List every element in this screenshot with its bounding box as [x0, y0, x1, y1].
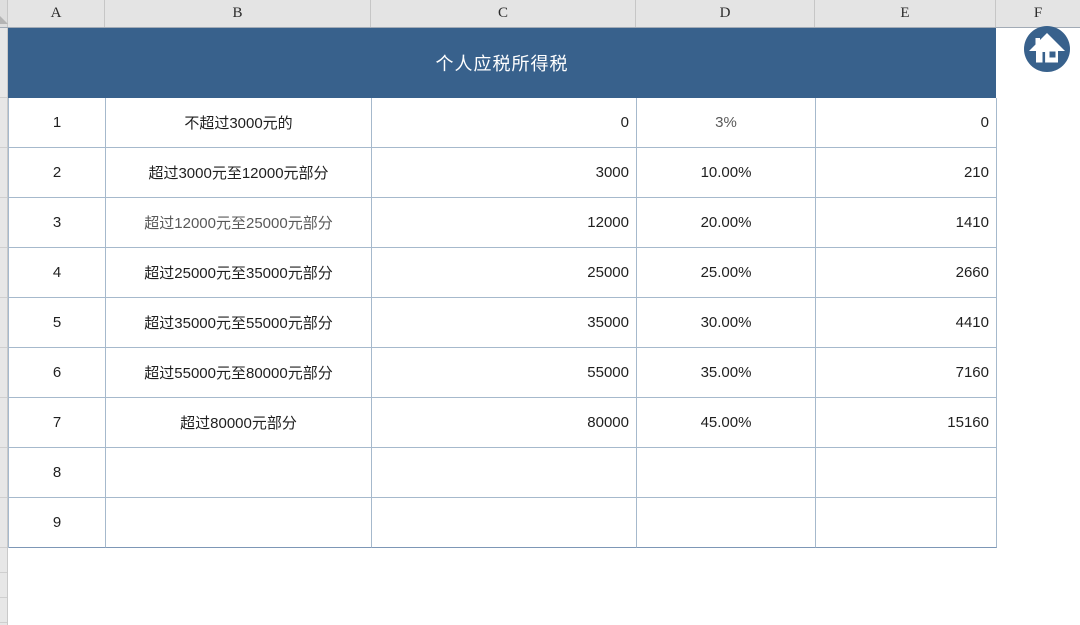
sheet-title: 个人应税所得税: [435, 54, 569, 74]
row-number-cell[interactable]: 5: [9, 298, 106, 348]
rate-cell[interactable]: 10.00%: [637, 148, 816, 198]
table-row: 4 超过25000元至35000元部分 25000 25.00% 2660: [9, 248, 997, 298]
rate-cell[interactable]: 20.00%: [637, 198, 816, 248]
table-row: 2 超过3000元至12000元部分 3000 10.00% 210: [9, 148, 997, 198]
deduction-cell[interactable]: 7160: [816, 348, 997, 398]
column-header-c[interactable]: C: [371, 0, 636, 27]
tax-bracket-table: 1 不超过3000元的 0 3% 0 2 超过3000元至12000元部分 30…: [8, 98, 997, 548]
threshold-cell[interactable]: 35000: [372, 298, 637, 348]
column-header-f[interactable]: F: [1033, 5, 1043, 21]
bracket-label-cell[interactable]: [106, 448, 372, 498]
bracket-label-cell[interactable]: 超过35000元至55000元部分: [106, 298, 372, 348]
column-header-b[interactable]: B: [105, 0, 371, 27]
select-all-triangle-icon: [0, 16, 8, 24]
rate-cell[interactable]: 25.00%: [637, 248, 816, 298]
threshold-cell[interactable]: [372, 498, 637, 548]
bracket-label-cell[interactable]: 超过80000元部分: [106, 398, 372, 448]
table-row: 7 超过80000元部分 80000 45.00% 15160: [9, 398, 997, 448]
bracket-label-cell[interactable]: [106, 498, 372, 548]
row-number-cell[interactable]: 7: [9, 398, 106, 448]
threshold-cell[interactable]: 55000: [372, 348, 637, 398]
deduction-cell[interactable]: [816, 448, 997, 498]
deduction-cell[interactable]: 2660: [816, 248, 997, 298]
table-row: 1 不超过3000元的 0 3% 0: [9, 98, 997, 148]
bracket-label-cell[interactable]: 不超过3000元的: [106, 98, 372, 148]
home-button[interactable]: [1023, 25, 1071, 73]
threshold-cell[interactable]: 80000: [372, 398, 637, 448]
table-row: 9: [9, 498, 997, 548]
threshold-cell[interactable]: 25000: [372, 248, 637, 298]
table-row: 8: [9, 448, 997, 498]
row-number-cell[interactable]: 2: [9, 148, 106, 198]
row-number-cell[interactable]: 4: [9, 248, 106, 298]
home-icon: [1024, 26, 1070, 72]
row-number-cell[interactable]: 9: [9, 498, 106, 548]
deduction-cell[interactable]: 15160: [816, 398, 997, 448]
threshold-cell[interactable]: [372, 448, 637, 498]
bracket-label-cell[interactable]: 超过12000元至25000元部分: [106, 198, 372, 248]
row-number-cell[interactable]: 3: [9, 198, 106, 248]
title-banner-cell[interactable]: 个人应税所得税: [8, 28, 996, 98]
row-number-cell[interactable]: 6: [9, 348, 106, 398]
threshold-cell[interactable]: 0: [372, 98, 637, 148]
column-header-e[interactable]: E: [815, 0, 996, 27]
bracket-label-cell[interactable]: 超过3000元至12000元部分: [106, 148, 372, 198]
rate-cell[interactable]: [637, 448, 816, 498]
rate-cell[interactable]: 35.00%: [637, 348, 816, 398]
bracket-label-cell[interactable]: 超过55000元至80000元部分: [106, 348, 372, 398]
table-row: 6 超过55000元至80000元部分 55000 35.00% 7160: [9, 348, 997, 398]
deduction-cell[interactable]: 4410: [816, 298, 997, 348]
deduction-cell[interactable]: 210: [816, 148, 997, 198]
table-row: 5 超过35000元至55000元部分 35000 30.00% 4410: [9, 298, 997, 348]
select-all-corner[interactable]: [0, 0, 8, 27]
rate-cell[interactable]: [637, 498, 816, 548]
rate-cell[interactable]: 45.00%: [637, 398, 816, 448]
deduction-cell[interactable]: 0: [816, 98, 997, 148]
row-number-cell[interactable]: 1: [9, 98, 106, 148]
deduction-cell[interactable]: [816, 498, 997, 548]
column-header-d[interactable]: D: [636, 0, 815, 27]
column-header-a[interactable]: A: [8, 0, 105, 27]
table-row: 3 超过12000元至25000元部分 12000 20.00% 1410: [9, 198, 997, 248]
deduction-cell[interactable]: 1410: [816, 198, 997, 248]
threshold-cell[interactable]: 3000: [372, 148, 637, 198]
row-header-strip[interactable]: [0, 28, 8, 625]
bracket-label-cell[interactable]: 超过25000元至35000元部分: [106, 248, 372, 298]
rate-cell[interactable]: 30.00%: [637, 298, 816, 348]
rate-cell[interactable]: 3%: [637, 98, 816, 148]
threshold-cell[interactable]: 12000: [372, 198, 637, 248]
column-header-row: A B C D E F: [0, 0, 1080, 28]
row-number-cell[interactable]: 8: [9, 448, 106, 498]
